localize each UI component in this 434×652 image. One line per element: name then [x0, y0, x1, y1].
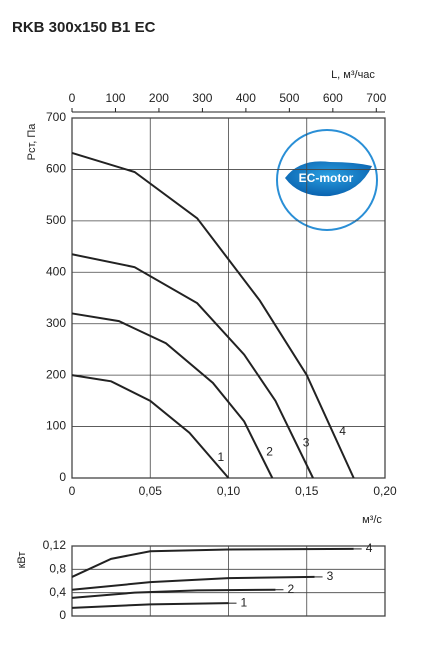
series-label: 2 [266, 445, 273, 459]
x-tick-label: 0,10 [217, 484, 241, 498]
x2-tick-label: 300 [192, 91, 212, 105]
x-tick-label: 0 [69, 484, 76, 498]
y-tick-label: 0 [59, 470, 66, 484]
series-label: 2 [287, 582, 294, 596]
y-axis-label: Pст, Па [26, 123, 38, 161]
line-series [71, 253, 314, 479]
y-axis-label: кВт [16, 552, 28, 569]
x2-tick-label: 200 [149, 91, 169, 105]
chart-title: RKB 300x150 B1 EC [12, 19, 156, 36]
badge-text: EC-motor [299, 171, 354, 185]
series-label: 1 [241, 595, 248, 609]
x-axis-label: м³/с [362, 514, 382, 526]
x-tick-label: 0,20 [373, 484, 397, 498]
line-series [71, 575, 315, 591]
x2-tick-label: 100 [105, 91, 125, 105]
series-label: 4 [366, 541, 373, 555]
y-tick-label: 400 [46, 264, 66, 278]
x2-axis-label: L, м³/час [331, 69, 375, 81]
x-tick-label: 0,05 [139, 484, 163, 498]
y-tick-label: 300 [46, 316, 66, 330]
y-tick-label: 500 [46, 213, 66, 227]
y-tick-label: 200 [46, 367, 66, 381]
line-series [71, 374, 230, 479]
y-tick-label: 0,12 [43, 538, 67, 552]
y-tick-label: 600 [46, 162, 66, 176]
x-tick-label: 0,15 [295, 484, 319, 498]
series-label: 3 [327, 569, 334, 583]
series-label: 4 [339, 424, 346, 438]
y-tick-label: 0,4 [49, 585, 66, 599]
line-series [71, 312, 274, 479]
line-series [71, 588, 276, 599]
y-tick-label: 100 [46, 419, 66, 433]
line-series [71, 547, 354, 578]
x2-tick-label: 500 [279, 91, 299, 105]
x2-tick-label: 600 [323, 91, 343, 105]
y-tick-label: 0 [59, 608, 66, 622]
y-tick-label: 700 [46, 110, 66, 124]
x2-tick-label: 700 [366, 91, 386, 105]
series-label: 3 [303, 435, 310, 449]
line-series [71, 152, 355, 479]
x2-tick-label: 400 [236, 91, 256, 105]
x2-tick-label: 0 [69, 91, 76, 105]
line-series [71, 602, 229, 609]
series-label: 1 [218, 450, 225, 464]
y-tick-label: 0,8 [49, 562, 66, 576]
badge: EC-motor [276, 129, 378, 231]
